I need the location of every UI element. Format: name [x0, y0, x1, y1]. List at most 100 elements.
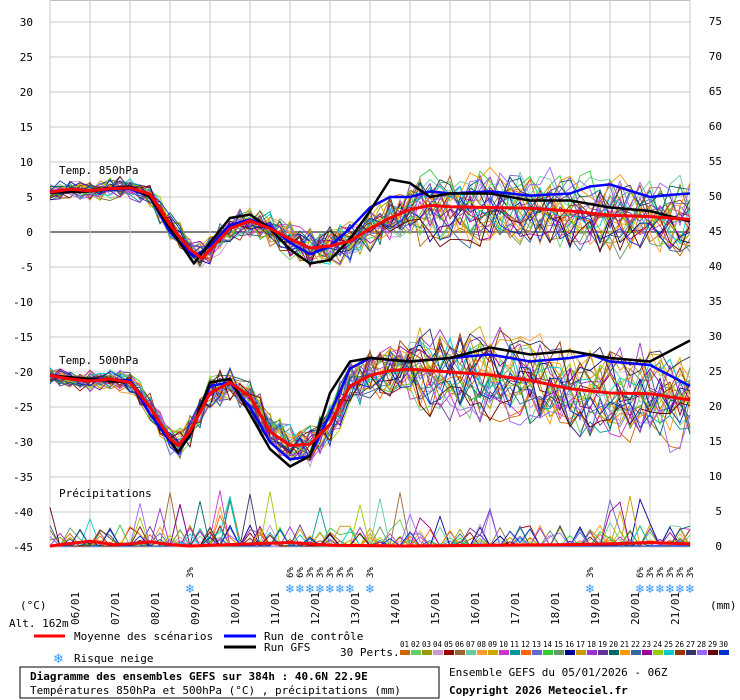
snow-risk-pct: 3%: [346, 567, 356, 578]
snow-risk-icon: ❄: [665, 582, 675, 596]
footer-subtitle: Températures 850hPa et 500hPa (°C) , pré…: [30, 684, 401, 697]
pert-swatch: [708, 650, 718, 655]
pert-number: 08: [477, 640, 487, 649]
date-label: 11/01: [269, 592, 282, 625]
right-tick-label: 45: [709, 225, 722, 238]
pert-number: 12: [521, 640, 530, 649]
date-label: 07/01: [109, 592, 122, 625]
date-label: 21/01: [669, 592, 682, 625]
footer-title: Diagramme des ensembles GEFS sur 384h : …: [30, 670, 368, 683]
pert-swatch: [565, 650, 575, 655]
pert-swatch: [719, 650, 729, 655]
pert-number: 27: [686, 640, 695, 649]
pert-swatch: [609, 650, 619, 655]
snow-risk-icon: ❄: [675, 582, 685, 596]
snow-risk-icon: ❄: [365, 582, 375, 596]
pert-number: 24: [653, 640, 663, 649]
snow-risk-pct: 3%: [676, 567, 686, 578]
pert-number: 07: [466, 640, 475, 649]
pert-number: 21: [620, 640, 629, 649]
grid: [49, 0, 691, 548]
pert-swatch: [411, 650, 421, 655]
pert-swatch: [510, 650, 520, 655]
right-tick-label: 55: [709, 155, 722, 168]
date-label: 06/01: [69, 592, 82, 625]
mean-precip-line: [49, 539, 691, 548]
pert-swatch: [422, 650, 432, 655]
snow-risk-pct: 3%: [586, 567, 596, 578]
pert-number: 17: [576, 640, 585, 649]
pert-swatch: [554, 650, 564, 655]
axes: 302520151050-5-10-15-20-25-30-35-40-4575…: [13, 15, 722, 625]
pert-swatch: [587, 650, 597, 655]
pert-swatch: [598, 650, 608, 655]
snow-risk-icon: ❄: [325, 582, 335, 596]
left-tick-label: 5: [26, 191, 33, 204]
left-tick-label: 10: [20, 156, 33, 169]
pert-number: 05: [444, 640, 453, 649]
snow-risk-icon: ❄: [305, 582, 315, 596]
left-tick-label: -15: [13, 331, 33, 344]
pert-swatch: [400, 650, 410, 655]
gfs-850-line: [49, 178, 691, 265]
legend-perts-label: 30 Perts.: [340, 646, 400, 659]
date-label: 16/01: [469, 592, 482, 625]
pert-number: 03: [422, 640, 431, 649]
right-tick-label: 5: [715, 505, 722, 518]
pert-swatch: [686, 650, 696, 655]
pert-number: 26: [675, 640, 685, 649]
right-unit: (mm): [710, 599, 737, 612]
date-label: 10/01: [229, 592, 242, 625]
snow-risk-icon: ❄: [335, 582, 345, 596]
pert-number: 25: [664, 640, 673, 649]
date-label: 17/01: [509, 592, 522, 625]
date-label: 15/01: [429, 592, 442, 625]
left-tick-label: -20: [13, 366, 33, 379]
pert-number: 09: [488, 640, 497, 649]
snow-risk-pct: 3%: [366, 567, 376, 578]
footer-copyright: Copyright 2026 Meteociel.fr: [449, 684, 628, 697]
pert-number: 28: [697, 640, 707, 649]
snow-risk-pct: 3%: [656, 567, 666, 578]
perturbation-legend: 01 02 03 04 05 06 07 08 09 10 11 12 13 14 15 16 17 18 19 20…: [400, 640, 729, 655]
pert-swatch: [697, 650, 707, 655]
left-tick-label: -5: [20, 261, 33, 274]
mean-850-line: [49, 186, 691, 261]
snow-risk-pct: 3%: [666, 567, 676, 578]
snow-risk-pct: 3%: [336, 567, 346, 578]
pert-number: 06: [455, 640, 465, 649]
legend-snow-label: Risque neige: [74, 652, 153, 665]
left-tick-label: 0: [26, 226, 33, 239]
snow-risk-pct: 3%: [306, 567, 316, 578]
pert-swatch: [477, 650, 487, 655]
legend-mean-label: Moyenne des scénarios: [74, 630, 213, 643]
left-tick-label: 25: [20, 51, 33, 64]
pert-swatch: [675, 650, 685, 655]
footer-box: [19, 666, 440, 699]
snow-risk-icon: ❄: [655, 582, 665, 596]
snow-risk-pct: 6%: [296, 567, 306, 578]
mean-500-line: [49, 367, 691, 447]
snow-risk-row: 3%❄6%❄6%❄3%❄3%❄3%❄3%❄3%❄3%❄3%❄6%❄3%❄3%❄3…: [185, 567, 696, 596]
date-label: 20/01: [629, 592, 642, 625]
snow-risk-icon: ❄: [185, 582, 195, 596]
pert-swatch: [466, 650, 476, 655]
date-label: 14/01: [389, 592, 402, 625]
date-label: 13/01: [349, 592, 362, 625]
right-tick-label: 60: [709, 120, 722, 133]
legend-gfs-label: Run GFS: [264, 641, 310, 654]
pert-swatch: [499, 650, 509, 655]
right-tick-label: 65: [709, 85, 722, 98]
right-tick-label: 15: [709, 435, 722, 448]
pert-swatch: [532, 650, 542, 655]
pert-swatch: [653, 650, 663, 655]
date-label: 09/01: [189, 592, 202, 625]
snow-risk-pct: 6%: [636, 567, 646, 578]
right-tick-label: 35: [709, 295, 722, 308]
left-tick-label: 30: [20, 16, 33, 29]
snowflake-icon: ❄: [53, 652, 64, 667]
snow-risk-pct: 3%: [686, 567, 696, 578]
pert-number: 01: [400, 640, 409, 649]
altitude-label: Alt. 162m: [9, 617, 69, 630]
pert-number: 22: [631, 640, 640, 649]
